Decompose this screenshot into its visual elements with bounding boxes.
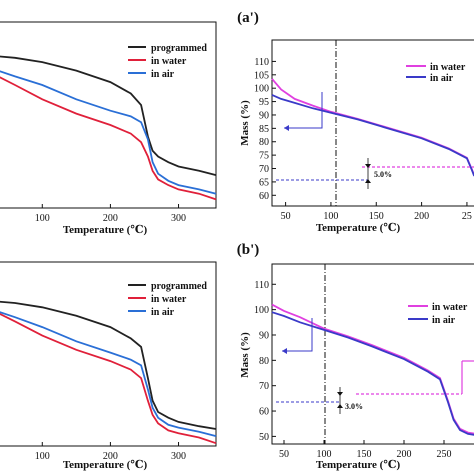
x-tick-label-br-2: 150 [357, 449, 372, 460]
legend-in-water-b: in water [151, 294, 187, 305]
y-tick-label-tr-0: 60 [259, 191, 269, 202]
series-lines-bottom-right [271, 303, 474, 436]
legend-in-air: in air [151, 69, 175, 80]
legend-programmed-b: programmed [151, 281, 207, 292]
x-axis-label-bottom-left: Temperature (℃) [63, 459, 148, 471]
legend-in-water-bp: in water [432, 302, 468, 313]
y-axis-label-bottom-right: Mass (%) [239, 332, 251, 378]
panel-title-b-prime: (b') [237, 242, 260, 258]
annotation-3-percent: 3.0% [345, 402, 363, 411]
panel-top-right: (a') 50 100 150 200 25 60 65 70 75 80 85 90 95 100 105… [237, 10, 474, 234]
y-tick-label-br-0: 50 [259, 432, 269, 443]
y-tick-label-tr-5: 85 [259, 124, 269, 135]
series-line-tl-0 [0, 55, 217, 176]
x-tick-label-bl-0: 100 [35, 451, 50, 462]
legend-in-air-b: in air [151, 307, 175, 318]
x-tick-label-tl-2: 300 [171, 213, 186, 224]
x-tick-label-tl-0: 100 [35, 213, 50, 224]
series-line-tl-1 [0, 76, 217, 201]
x-tick-label-tr-3: 200 [414, 211, 429, 222]
arrow-bracket-bottom-right [282, 318, 313, 352]
x-tick-label-br-1: 100 [317, 449, 332, 460]
series-line-bl-2 [0, 311, 217, 437]
series-line-tl-2 [0, 70, 217, 195]
x-axis-label-top-right: Temperature (℃) [316, 222, 401, 234]
legend-in-water: in water [151, 56, 187, 67]
series-line-bl-1 [0, 312, 217, 445]
x-tick-label-tr-4: 25 [462, 211, 472, 222]
y-tick-label-tr-4: 80 [259, 137, 269, 148]
x-tick-label-br-3: 200 [397, 449, 412, 460]
y-tick-label-tr-7: 95 [259, 97, 269, 108]
y-tick-label-br-2: 70 [259, 381, 269, 392]
y-tick-label-br-3: 80 [259, 356, 269, 367]
legend-in-air-bp: in air [432, 315, 456, 326]
legend-bottom-right: in water in air [408, 302, 468, 326]
arrow-bracket-top-right [284, 92, 323, 129]
x-tick-label-tr-2: 150 [369, 211, 384, 222]
x-axis-label-top-left: Temperature (℃) [63, 224, 148, 236]
x-tick-label-br-4: 250 [437, 449, 452, 460]
plot-frame-top-left [0, 21, 217, 209]
series-line-tr-1 [271, 94, 474, 177]
series-lines-bottom-left [0, 300, 217, 445]
plot-frame-bottom-right [271, 263, 474, 445]
series-lines-top-right [271, 78, 474, 177]
panel-top-left: 100 200 300 Temperature (℃) programmed in … [0, 21, 217, 236]
y-axis-label-top-right: Mass (%) [239, 100, 251, 146]
x-tick-label-bl-2: 300 [171, 451, 186, 462]
x-tick-label-tr-1: 100 [323, 211, 338, 222]
series-line-br-1 [271, 311, 474, 436]
y-tick-label-tr-3: 75 [259, 151, 269, 162]
panel-bottom-left: 100 200 300 Temperature (℃) programmed in … [0, 261, 217, 471]
x-ticks-bottom-left: 100 200 300 [35, 442, 186, 462]
y-tick-label-br-6: 110 [254, 280, 269, 291]
legend-top-right: in water in air [406, 62, 466, 84]
legend-programmed: programmed [151, 43, 207, 54]
y-tick-label-tr-2: 70 [259, 164, 269, 175]
y-tick-label-tr-6: 90 [259, 110, 269, 121]
axis-ticks-bottom-right: 50 100 150 200 250 50 60 70 80 90 100 110 [254, 280, 452, 460]
axis-ticks-top-right: 50 100 150 200 25 60 65 70 75 80 85 90 95 100 105 110 [254, 57, 472, 222]
x-tick-label-bl-1: 200 [103, 451, 118, 462]
y-tick-label-tr-10: 110 [254, 57, 269, 68]
legend-in-water-a: in water [430, 62, 466, 73]
series-lines-top-left [0, 55, 217, 201]
annotation-5-percent: 5.0% [374, 170, 392, 179]
y-tick-label-br-4: 90 [259, 330, 269, 341]
x-axis-label-bottom-right: Temperature (℃) [316, 459, 401, 471]
x-ticks-top-left: 100 200 300 [35, 204, 186, 224]
plot-frame-bottom-left [0, 261, 217, 447]
y-tick-label-tr-1: 65 [259, 177, 269, 188]
y-tick-label-br-1: 60 [259, 407, 269, 418]
legend-in-air-a: in air [430, 73, 454, 84]
plot-frame-top-right [271, 39, 474, 207]
legend-bottom-left: programmed in water in air [128, 281, 207, 318]
series-line-bl-0 [0, 300, 217, 430]
x-tick-label-tl-1: 200 [103, 213, 118, 224]
y-tick-label-br-5: 100 [254, 305, 269, 316]
panel-bottom-right: (b') 50 100 150 200 250 50 60 70 80 90 100 110 3.0%… [237, 242, 474, 471]
y-tick-label-tr-8: 100 [254, 84, 269, 95]
panel-title-a-prime: (a') [237, 10, 259, 26]
x-tick-label-br-0: 50 [279, 449, 289, 460]
legend-top-left: programmed in water in air [128, 43, 207, 80]
y-tick-label-tr-9: 105 [254, 70, 269, 81]
x-tick-label-tr-0: 50 [281, 211, 291, 222]
series-line-tr-0 [271, 78, 474, 176]
